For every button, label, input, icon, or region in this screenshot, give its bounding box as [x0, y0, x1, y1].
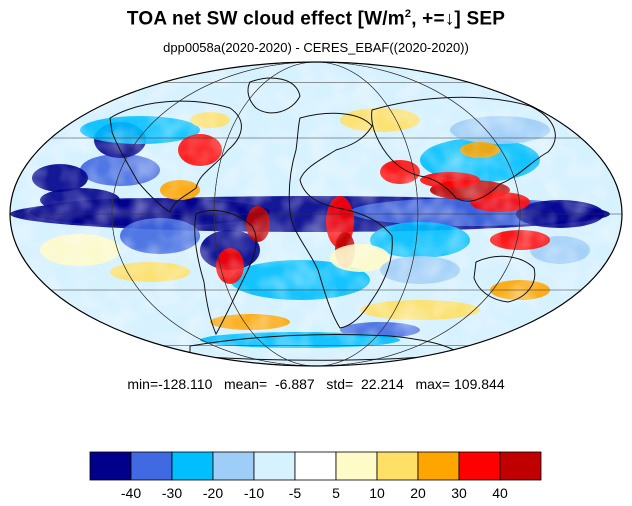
mollweide-map: [9, 61, 623, 367]
colorbar-box: [212, 451, 255, 481]
map-subtitle: dpp0058a(2020-2020) - CERES_EBAF((2020-2…: [163, 40, 469, 55]
longitude-line: [111, 62, 521, 366]
colorbar-box: [335, 451, 378, 481]
map-outline: [9, 61, 623, 367]
colorbar-box: [89, 451, 132, 481]
coast-europe-africa: [288, 112, 393, 329]
map-title: TOA net SW cloud effect [W/m2, +=↓] SEP: [126, 8, 506, 30]
colorbar-tick-label: -10: [244, 485, 264, 501]
coastlines: [109, 77, 556, 361]
colorbar-tick-label: -40: [121, 485, 141, 501]
colorbar-tick-label: 5: [332, 485, 340, 501]
colorbar-box: [294, 451, 337, 481]
colorbar-tick-label: 30: [451, 485, 467, 501]
coast-antarctica: [189, 333, 462, 361]
colorbar-labels: -40 -30 -20 -10 -5 5 10 20 30 40: [121, 485, 508, 501]
coast-south-america: [194, 210, 257, 336]
colorbar-box: [130, 451, 173, 481]
colorbar-box: [458, 451, 501, 481]
colorbar-box: [376, 451, 419, 481]
colorbar-tick-label: 10: [369, 485, 385, 501]
coast-greenland: [247, 77, 301, 114]
colorbar-box: [417, 451, 460, 481]
field-layer: [10, 62, 622, 366]
longitude-line: [213, 62, 419, 366]
statistics-line: min=-128.110 mean= -6.887 std= 22.214 ma…: [127, 376, 505, 392]
colorbar-tick-label: -5: [289, 485, 302, 501]
colorbar-box: [171, 451, 214, 481]
graticule: [10, 62, 622, 366]
colorbar-box: [253, 451, 296, 481]
colorbar-tick-label: -30: [162, 485, 182, 501]
coast-north-america: [109, 100, 242, 213]
colorbar-boxes: [89, 451, 542, 481]
coast-asia: [371, 96, 556, 202]
colorbar-tick-label: -20: [203, 485, 223, 501]
colorbar-box: [499, 451, 542, 481]
coast-australia: [473, 255, 536, 303]
field-texture: [10, 62, 622, 366]
colorbar-tick-label: 20: [410, 485, 426, 501]
colorbar-tick-label: 40: [492, 485, 508, 501]
